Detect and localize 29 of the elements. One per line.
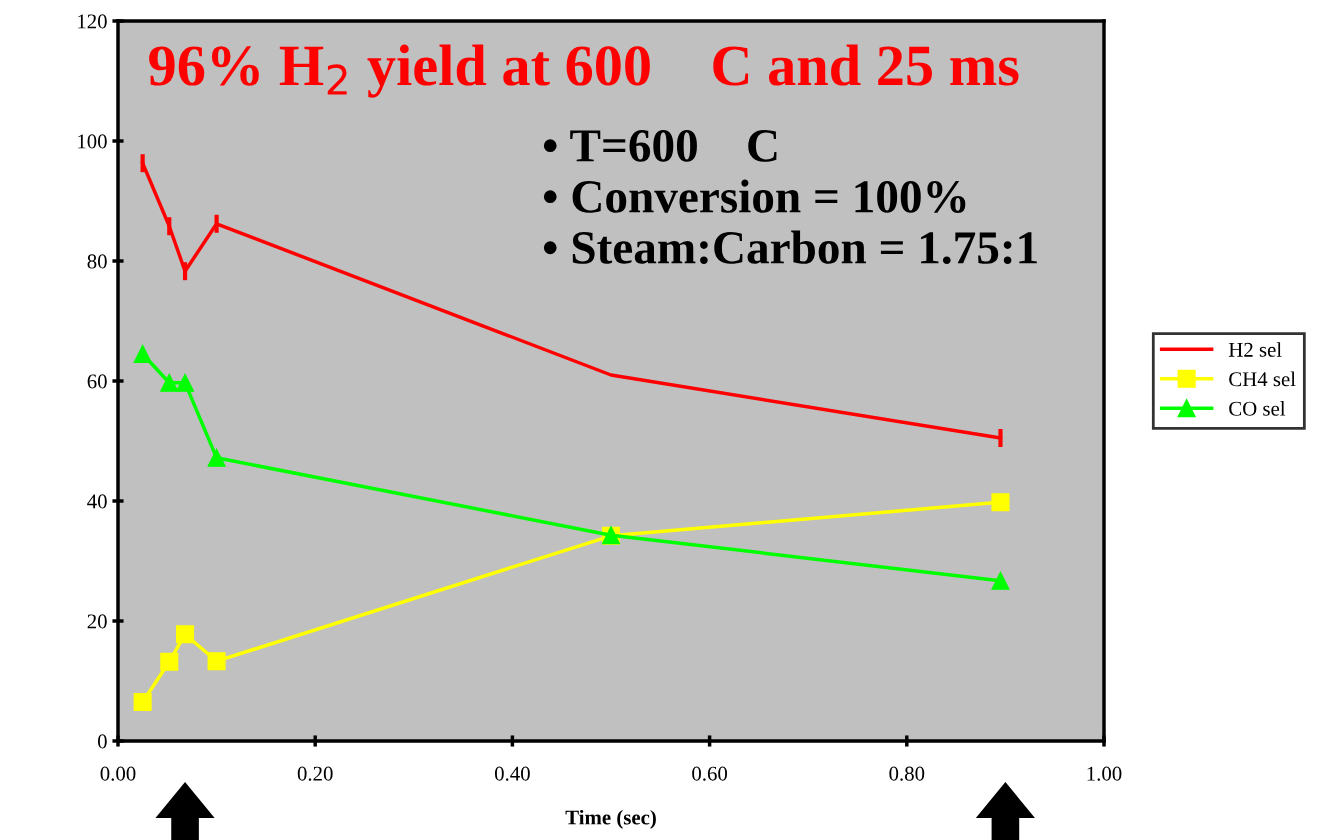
x-tick-label: 1.00	[1087, 766, 1122, 781]
legend-label: CO sel	[1229, 401, 1286, 416]
point	[133, 344, 152, 364]
point	[176, 373, 195, 392]
legend-label: CH4 sel	[1229, 371, 1296, 387]
point	[991, 571, 1010, 590]
y-tick-label: 20	[87, 614, 107, 629]
x-tick-label: 0.40	[494, 766, 530, 781]
point	[176, 625, 195, 644]
point	[991, 493, 1010, 512]
point	[133, 692, 152, 712]
y-tick-label: 80	[87, 254, 107, 269]
point	[160, 373, 179, 392]
point	[207, 652, 226, 671]
legend-label: H2 sel	[1228, 342, 1282, 357]
y-tick-label: 100	[78, 134, 107, 149]
y-tick-label: 40	[87, 494, 107, 509]
annotation: • T=600 C • Conversion = 100% • Steam:Carbon = 1.75:1	[543, 129, 1037, 265]
y-tick-label: 60	[87, 374, 107, 389]
x-tick-label: 0.20	[297, 766, 333, 781]
point	[160, 652, 179, 671]
x-axis-title: Time (sec)	[565, 809, 656, 829]
x-tick-label: 0.80	[889, 766, 925, 781]
x-tick-label: 0.60	[692, 766, 728, 781]
point	[207, 448, 226, 467]
chart-title: 96% H$_{2}$ yield at 600 C and 25 ms	[149, 44, 1019, 98]
x-tick-label: 0.00	[100, 766, 136, 781]
y-tick-label: 0	[97, 734, 107, 749]
y-tick-label: 120	[78, 14, 107, 29]
